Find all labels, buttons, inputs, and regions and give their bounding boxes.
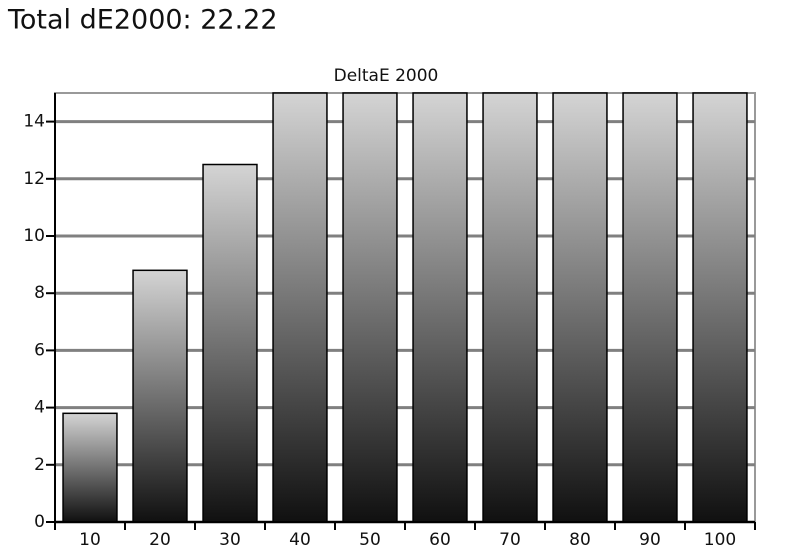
- x-tick-label: 40: [289, 530, 311, 550]
- x-tick-label: 80: [569, 530, 591, 550]
- bar: [482, 92, 538, 523]
- y-tick-label: 0: [34, 512, 45, 532]
- bar: [272, 92, 328, 523]
- y-tick-label: 10: [23, 226, 45, 246]
- page-title: Total dE2000: 22.22: [7, 5, 278, 36]
- bar: [132, 269, 188, 523]
- bar: [342, 92, 398, 523]
- bar: [552, 92, 608, 523]
- y-tick-label: 12: [23, 169, 45, 189]
- y-tick-label: 2: [34, 455, 45, 475]
- axes: 0 2 4 6 8 10 12 14 10 20 30 40 50 60 70 80 90 100: [23, 93, 756, 550]
- y-tick-label: 14: [23, 112, 45, 132]
- x-tick-label: 20: [149, 530, 171, 550]
- x-tick-label: 70: [499, 530, 521, 550]
- bar: [412, 92, 468, 523]
- x-tick-label: 60: [429, 530, 451, 550]
- x-tick-label: 100: [704, 530, 736, 550]
- bar: [202, 163, 258, 523]
- bar: [622, 92, 678, 523]
- y-tick-label: 6: [34, 340, 45, 360]
- y-tick-label: 4: [34, 398, 45, 418]
- chart-title: DeltaE 2000: [334, 66, 439, 86]
- x-tick-label: 90: [639, 530, 661, 550]
- x-tick-label: 30: [219, 530, 241, 550]
- x-tick-label: 10: [79, 530, 101, 550]
- bar: [62, 412, 118, 523]
- x-tick-label: 50: [359, 530, 381, 550]
- y-tick-label: 8: [34, 283, 45, 303]
- bars: [62, 92, 748, 523]
- bar: [692, 92, 748, 523]
